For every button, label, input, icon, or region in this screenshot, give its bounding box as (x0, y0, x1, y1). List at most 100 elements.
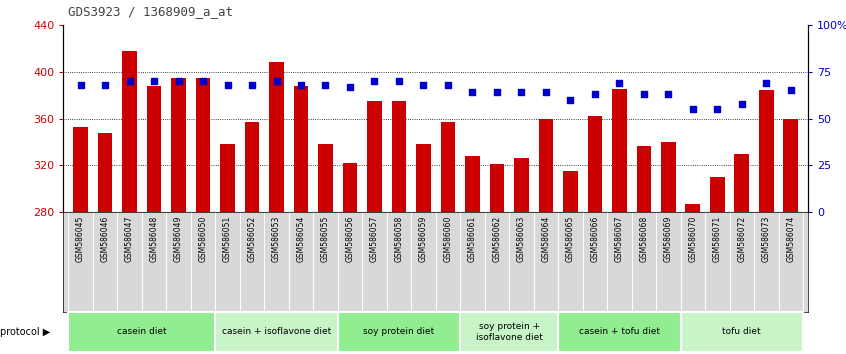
Text: GSM586048: GSM586048 (150, 215, 158, 262)
Point (760, 80, 773, 86)
Bar (343, 163, 357, 212)
Text: GSM586056: GSM586056 (345, 215, 354, 262)
Bar (587, 116, 602, 212)
Point (637, 91, 651, 97)
Point (539, 90, 552, 95)
Bar (74, 127, 88, 212)
Bar (539, 119, 553, 212)
Bar (98, 133, 113, 212)
Text: GSM586073: GSM586073 (761, 215, 771, 262)
Text: GSM586063: GSM586063 (517, 215, 526, 262)
Text: GSM586074: GSM586074 (786, 215, 795, 262)
Text: GSM586060: GSM586060 (443, 215, 453, 262)
Text: GSM586069: GSM586069 (664, 215, 673, 262)
Bar (465, 156, 480, 212)
Point (490, 90, 503, 95)
Point (588, 91, 602, 97)
Point (123, 78, 136, 84)
Point (343, 84, 357, 90)
Text: GSM586057: GSM586057 (370, 215, 379, 262)
Point (465, 90, 479, 95)
Point (613, 80, 626, 86)
Bar (269, 62, 284, 212)
Text: GSM586065: GSM586065 (566, 215, 575, 262)
Text: GSM586067: GSM586067 (615, 215, 624, 262)
Bar (680, 312, 803, 352)
Bar (514, 159, 529, 212)
Point (441, 82, 454, 88)
Point (147, 78, 161, 84)
Bar (215, 312, 338, 352)
Text: GSM586046: GSM586046 (101, 215, 110, 262)
Text: GSM586052: GSM586052 (248, 215, 256, 262)
Bar (220, 144, 235, 212)
Bar (685, 204, 700, 212)
Bar (195, 78, 211, 212)
Point (74, 82, 87, 88)
Bar (490, 164, 504, 212)
Bar (146, 86, 162, 212)
Bar (783, 119, 798, 212)
Text: soy protein diet: soy protein diet (363, 327, 435, 336)
Text: GSM586053: GSM586053 (272, 215, 281, 262)
Text: casein + isoflavone diet: casein + isoflavone diet (222, 327, 331, 336)
Point (563, 97, 577, 103)
Bar (171, 78, 186, 212)
Bar (392, 101, 406, 212)
Bar (460, 312, 558, 352)
Bar (244, 122, 260, 212)
Text: casein + tofu diet: casein + tofu diet (579, 327, 660, 336)
Text: GSM586071: GSM586071 (713, 215, 722, 262)
Text: GSM586045: GSM586045 (76, 215, 85, 262)
Text: GSM586049: GSM586049 (174, 215, 183, 262)
Bar (338, 312, 460, 352)
Text: GSM586055: GSM586055 (321, 215, 330, 262)
Point (172, 78, 185, 84)
Point (245, 82, 259, 88)
Bar (69, 312, 215, 352)
Text: GSM586047: GSM586047 (125, 215, 134, 262)
Point (735, 101, 749, 107)
Bar (612, 89, 627, 212)
Text: GSM586061: GSM586061 (468, 215, 477, 262)
Text: GSM586068: GSM586068 (640, 215, 648, 262)
Point (417, 82, 431, 88)
Bar (441, 122, 455, 212)
Bar (122, 51, 137, 212)
Text: tofu diet: tofu diet (722, 327, 761, 336)
Point (270, 78, 283, 84)
Text: GSM586072: GSM586072 (738, 215, 746, 262)
Text: GSM586054: GSM586054 (296, 215, 305, 262)
Point (221, 82, 234, 88)
Text: GSM586058: GSM586058 (394, 215, 404, 262)
Text: GSM586070: GSM586070 (689, 215, 697, 262)
Bar (661, 142, 676, 212)
Point (368, 78, 382, 84)
Point (196, 78, 210, 84)
Text: GSM586051: GSM586051 (223, 215, 232, 262)
Bar (367, 101, 382, 212)
Text: GDS3923 / 1368909_a_at: GDS3923 / 1368909_a_at (68, 5, 233, 18)
Point (686, 106, 700, 112)
Text: soy protein +
isoflavone diet: soy protein + isoflavone diet (475, 322, 542, 342)
Point (514, 90, 528, 95)
Bar (636, 145, 651, 212)
Point (711, 106, 724, 112)
Text: casein diet: casein diet (117, 327, 167, 336)
Point (393, 78, 406, 84)
Text: GSM586062: GSM586062 (492, 215, 502, 262)
Bar (318, 144, 332, 212)
Text: GSM586050: GSM586050 (199, 215, 207, 262)
Text: GSM586059: GSM586059 (419, 215, 428, 262)
Text: GSM586064: GSM586064 (541, 215, 551, 262)
Point (784, 87, 798, 93)
Point (662, 91, 675, 97)
Text: GSM586066: GSM586066 (591, 215, 599, 262)
Bar (416, 144, 431, 212)
Bar (759, 90, 773, 212)
Point (294, 82, 308, 88)
Bar (710, 177, 725, 212)
Bar (294, 86, 308, 212)
Point (319, 82, 332, 88)
Text: protocol ▶: protocol ▶ (0, 327, 50, 337)
